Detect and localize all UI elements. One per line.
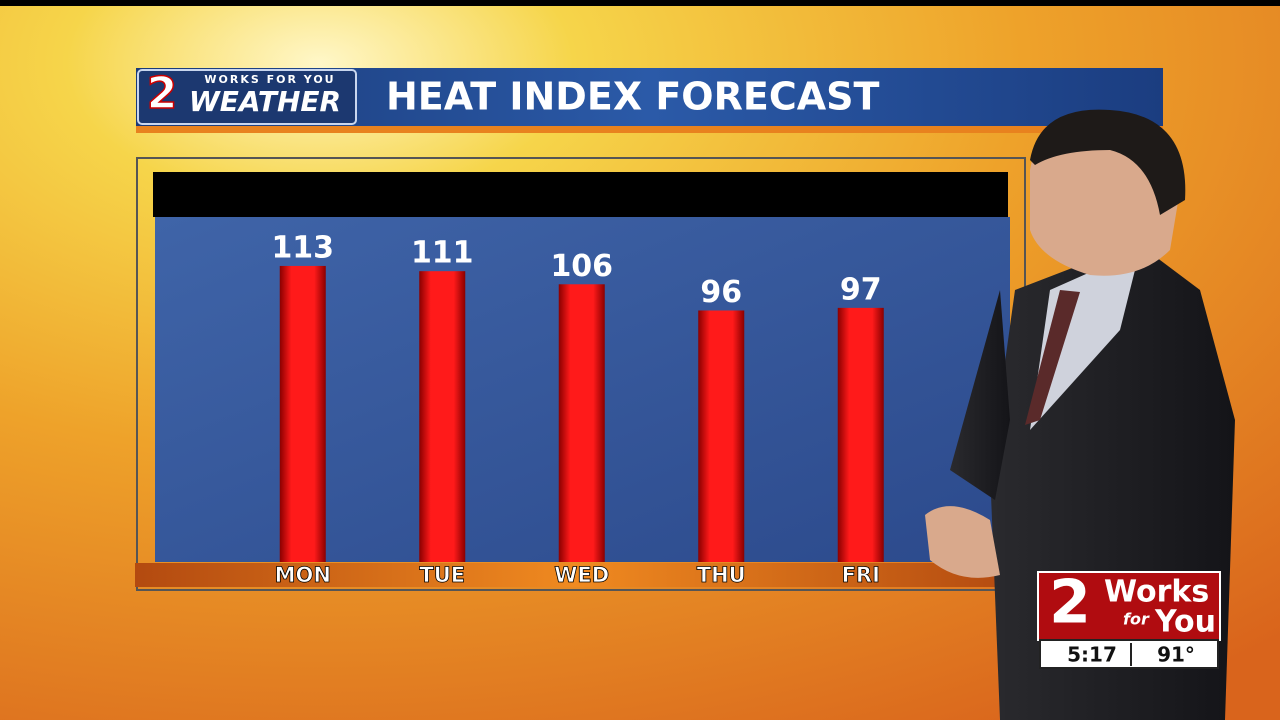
- x-tick-label: WED: [554, 563, 609, 587]
- black-band: [153, 172, 1008, 217]
- bug-line2: for: [1123, 610, 1150, 629]
- bug-line1: Works: [1104, 575, 1209, 610]
- chart: 113 MON 111 TUE 106 WED 96 THU 97 FRI: [271, 230, 884, 587]
- logo-number: 2: [147, 68, 178, 119]
- station-bug: 2 Works for You 5:17 91°: [1037, 568, 1221, 669]
- logo-tagline: WORKS FOR YOU: [204, 73, 335, 86]
- bar: [279, 265, 326, 562]
- value-label: 106: [550, 249, 613, 284]
- x-tick-label: TUE: [419, 563, 465, 587]
- bar: [558, 284, 605, 562]
- value-label: 113: [271, 230, 334, 265]
- x-tick-label: FRI: [842, 563, 880, 587]
- logo-box: [137, 69, 357, 125]
- bug-temp: 91°: [1157, 643, 1195, 667]
- day-band: [135, 563, 1015, 587]
- bug-time: 5:17: [1067, 643, 1117, 667]
- value-label: 96: [700, 275, 742, 310]
- x-tick-label: THU: [697, 563, 746, 587]
- chart-title: HEAT INDEX FORECAST: [386, 75, 879, 119]
- bar: [698, 310, 745, 562]
- bug-line3: You: [1154, 605, 1216, 640]
- bar: [837, 307, 884, 562]
- value-label: 97: [840, 272, 882, 307]
- bar: [419, 271, 466, 562]
- x-tick-label: MON: [275, 563, 331, 587]
- header-stripe: [136, 126, 1163, 133]
- logo-name: WEATHER: [189, 85, 341, 118]
- value-label: 111: [411, 236, 474, 271]
- bug-number: 2: [1049, 568, 1091, 638]
